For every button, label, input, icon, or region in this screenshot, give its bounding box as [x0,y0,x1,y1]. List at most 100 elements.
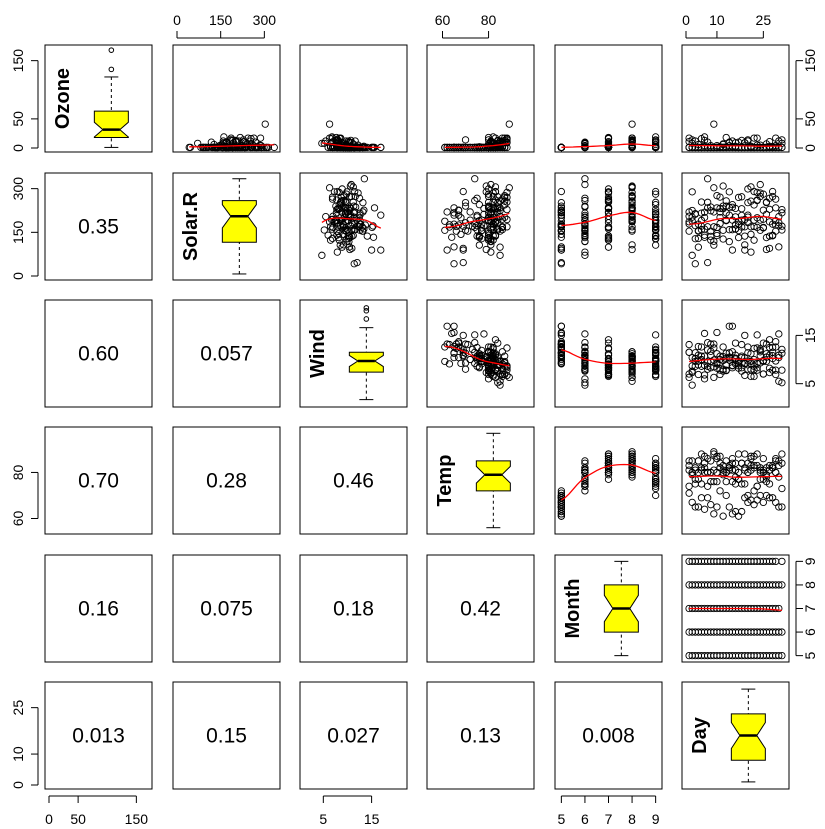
scatter-point [441,357,449,366]
scatter-point [778,345,786,354]
scatter-point [255,143,263,152]
scatter-point [503,188,511,197]
scatter-point [628,207,636,215]
scatter-point [768,557,777,566]
scatter-point [651,241,660,249]
scatter-point [725,322,733,330]
smooth-line [561,143,656,148]
scatter-point [734,475,743,483]
scatter-point [557,206,566,214]
scatter-point [557,230,566,239]
scatter-point [694,503,703,511]
scatter-point [628,473,636,481]
scatter-point [557,489,566,497]
scatter-point [713,350,721,358]
scatter-point [685,457,693,465]
scatter-point [772,370,780,379]
scatter-point [604,457,613,465]
scatter-point [604,143,613,152]
scatter-point [713,143,721,152]
scatter-point [778,222,786,230]
scatter-point [557,198,566,207]
panel-frame [681,44,790,153]
scatter-point [347,180,355,189]
scatter-point [722,217,730,225]
panel-ozone-solar-r [172,44,281,153]
scatter-point [450,328,458,337]
scatter-point [461,202,470,210]
panel-ozone-ozone: Ozone [44,44,153,153]
tick-label: 150 [209,12,233,28]
scatter-point [651,346,660,355]
scatter-point [491,336,500,344]
scatter-point [475,364,483,372]
scatter-point [716,219,724,228]
scatter-point [557,501,566,509]
scatter-point [628,204,636,212]
scatter-point [704,358,712,366]
scatter-point [581,375,589,383]
scatter-point [604,223,613,232]
scatter-point [694,342,703,351]
scatter-point [494,361,502,369]
scatter-point [581,180,589,189]
scatter-point [604,454,613,463]
scatter-point [487,241,495,249]
scatter-point [557,258,566,267]
scatter-point [491,218,500,226]
scatter-point [503,344,511,352]
scatter-point [333,248,341,256]
scatter-point [719,512,727,520]
scatter-point [339,241,348,249]
panel-solar-r-wind [299,172,408,281]
scatter-point [461,136,470,144]
scatter-point [501,197,509,205]
scatter-point [741,232,749,240]
scatter-point [342,190,351,198]
scatter-point [581,482,589,490]
scatter-point [685,461,693,470]
scatter-point [325,184,334,192]
scatter-point [651,464,660,472]
scatter-point [753,134,761,142]
smooth-line [321,142,381,149]
scatter-point [628,212,636,221]
scatter-point [240,137,248,146]
scatter-point [651,466,660,474]
scatter-point [628,454,636,463]
scatter-point [478,224,486,232]
scatter-point [450,260,458,268]
scatter-point [339,223,347,231]
axis-right-month: 5 6 7 8 9 [795,557,818,660]
panel-frame [299,426,408,535]
scatter-point [581,353,589,361]
scatter-point [628,368,636,377]
scatter-point [731,339,740,347]
scatter-point [734,357,743,365]
scatter-point [604,366,613,374]
scatter-point [491,373,500,382]
scatter-point [728,322,737,330]
scatter-point [719,235,727,243]
scatter-point [328,195,337,203]
panel-frame [172,172,281,281]
scatter-point [496,204,504,212]
scatter-point [557,340,566,348]
axis-top-day: 0 10 25 [682,12,771,39]
scatter-point [581,473,589,481]
scatter-point [256,134,265,142]
panel-temp-solar-r: 0.28 [172,426,281,535]
scatter-point [484,217,493,225]
tick-label: 5 [319,811,327,827]
axis-left-ozone: 0 50 150 [10,49,39,152]
scatter-point [651,480,660,488]
scatter-point [778,651,786,660]
scatter-point [244,134,252,142]
scatter-point [505,184,513,192]
variable-label: Temp [434,455,456,507]
scatter-point [651,205,660,213]
tick-label: 15 [802,327,818,343]
scatter-point [489,133,497,141]
scatter-point [685,227,693,235]
scatter-point [731,213,740,221]
